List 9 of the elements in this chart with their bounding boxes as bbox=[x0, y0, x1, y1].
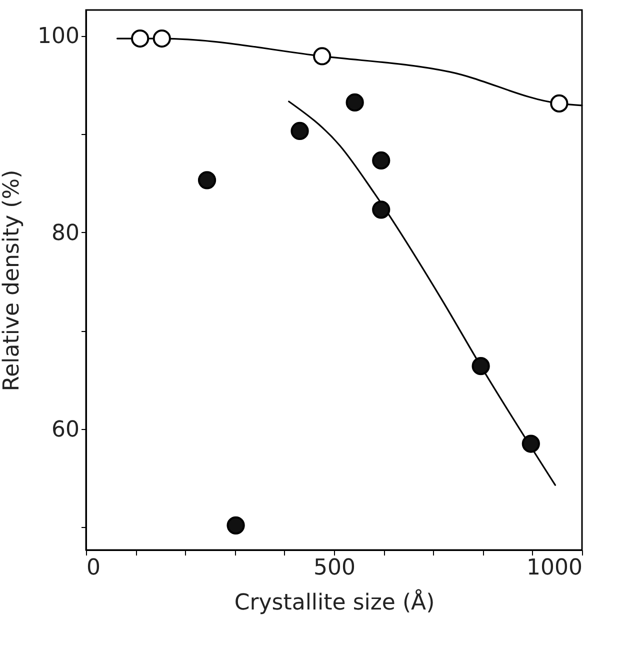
x-axis-title: Crystallite size (Å) bbox=[234, 588, 435, 616]
x-tick-label: 1000 bbox=[526, 556, 582, 580]
x-tick-label: 500 bbox=[314, 556, 356, 580]
line-series bbox=[288, 100, 556, 486]
y-axis-title: Relative density (%) bbox=[0, 170, 25, 392]
y-tick-label: 80 bbox=[52, 220, 80, 246]
y-tick-label: 100 bbox=[38, 24, 80, 50]
x-tick-label: 0 bbox=[86, 556, 100, 580]
y-tick-label: 60 bbox=[52, 418, 80, 443]
